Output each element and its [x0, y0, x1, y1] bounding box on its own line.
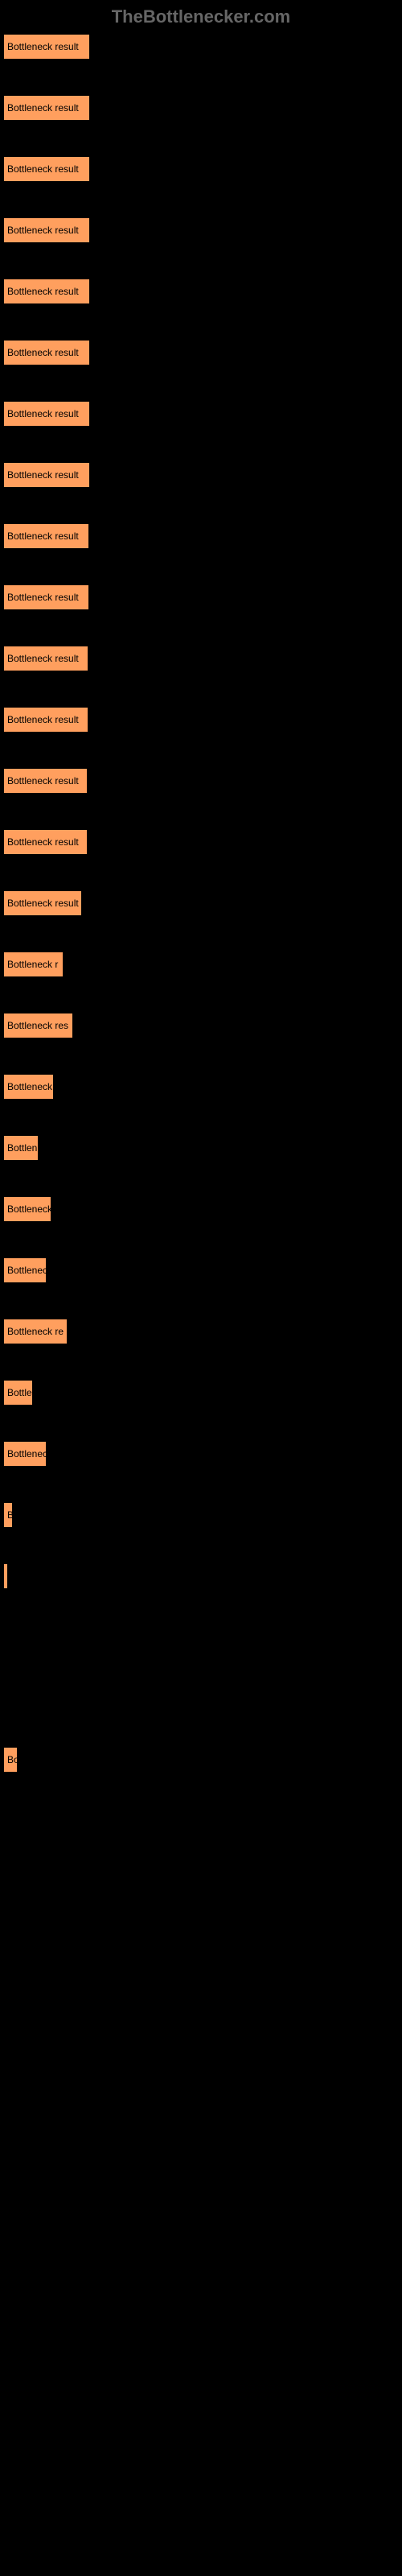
bar-row: Bo [3, 1747, 399, 1773]
bar-row: Bottleneck result [3, 829, 399, 855]
bottleneck-bar: Bottleneck result [3, 462, 90, 488]
bottleneck-bar: Bottleneck result [3, 584, 89, 610]
bar-row: Bottleneck result [3, 95, 399, 121]
bar-row: Bottleneck result [3, 890, 399, 916]
bottleneck-bar: Bottleneck r [3, 952, 64, 977]
bar-row: Bottleneck result [3, 156, 399, 182]
bottleneck-bar: Bottleneck res [3, 1013, 73, 1038]
bottleneck-bar: Bottlenec [3, 1441, 47, 1467]
bar-row: Bottlen [3, 1135, 399, 1161]
bar-row: Bottle [3, 1380, 399, 1406]
bottleneck-bar: Bottlenec [3, 1257, 47, 1283]
bottleneck-bar: Bottleneck result [3, 523, 89, 549]
bar-row [3, 2053, 399, 2079]
bar-row [3, 2114, 399, 2140]
bottleneck-bar: Bottleneck result [3, 768, 88, 794]
site-header: TheBottlenecker.com [0, 0, 402, 34]
bar-row [3, 1808, 399, 1834]
bar-row [3, 2297, 399, 2323]
bar-row: Bottleneck result [3, 279, 399, 304]
bar-row: Bottlenec [3, 1257, 399, 1283]
bottleneck-bar: Bottleneck [3, 1074, 54, 1100]
bar-row: Bottleneck result [3, 646, 399, 671]
bar-row [3, 1930, 399, 1956]
bar-row [3, 2481, 399, 2507]
bottleneck-bar: Bo [3, 1747, 18, 1773]
bar-row: Bottleneck result [3, 707, 399, 733]
bar-row [3, 1869, 399, 1895]
bottleneck-bar: Bottleneck result [3, 156, 90, 182]
bottleneck-bar: Bottleneck result [3, 279, 90, 304]
bottleneck-bar: Bottleneck result [3, 34, 90, 60]
bar-row: Bottleneck result [3, 401, 399, 427]
bottleneck-bar: Bottleneck result [3, 401, 90, 427]
bar-row [3, 1624, 399, 1650]
bottleneck-bar: Bottleneck result [3, 217, 90, 243]
bottleneck-bar: Bottlen [3, 1135, 39, 1161]
bar-row: Bottlenec [3, 1441, 399, 1467]
bar-row: Bottleneck result [3, 523, 399, 549]
bar-row: Bottleneck result [3, 768, 399, 794]
bottleneck-bar: Bottleneck [3, 1196, 51, 1222]
bottleneck-bar: Bottleneck re [3, 1319, 68, 1344]
bar-row [3, 2236, 399, 2262]
bottleneck-bar: Bottleneck result [3, 829, 88, 855]
bar-row [3, 1686, 399, 1711]
bar-row: Bottleneck [3, 1196, 399, 1222]
bar-row: Bottleneck r [3, 952, 399, 977]
bar-row: Bottleneck result [3, 584, 399, 610]
bar-row [3, 2175, 399, 2201]
bar-row: Bottleneck res [3, 1013, 399, 1038]
bar-row [3, 1992, 399, 2017]
bar-row: Bottleneck result [3, 34, 399, 60]
bottleneck-bar: Bottleneck result [3, 890, 82, 916]
bar-row: Bottleneck re [3, 1319, 399, 1344]
bar-row: Bottleneck [3, 1074, 399, 1100]
bottleneck-bar: Bottle [3, 1380, 33, 1406]
bottleneck-bar [3, 1563, 8, 1589]
bar-row: B [3, 1502, 399, 1528]
bottleneck-bar: Bottleneck result [3, 707, 88, 733]
bar-row: Bottleneck result [3, 340, 399, 365]
bottleneck-bar: B [3, 1502, 13, 1528]
bar-row [3, 2359, 399, 2384]
bottleneck-chart: Bottleneck result Bottleneck result Bottle… [0, 34, 402, 2507]
bar-row [3, 2420, 399, 2446]
bar-row [3, 1563, 399, 1589]
bottleneck-bar: Bottleneck result [3, 95, 90, 121]
bottleneck-bar: Bottleneck result [3, 340, 90, 365]
bottleneck-bar: Bottleneck result [3, 646, 88, 671]
bar-row: Bottleneck result [3, 217, 399, 243]
bar-row: Bottleneck result [3, 462, 399, 488]
